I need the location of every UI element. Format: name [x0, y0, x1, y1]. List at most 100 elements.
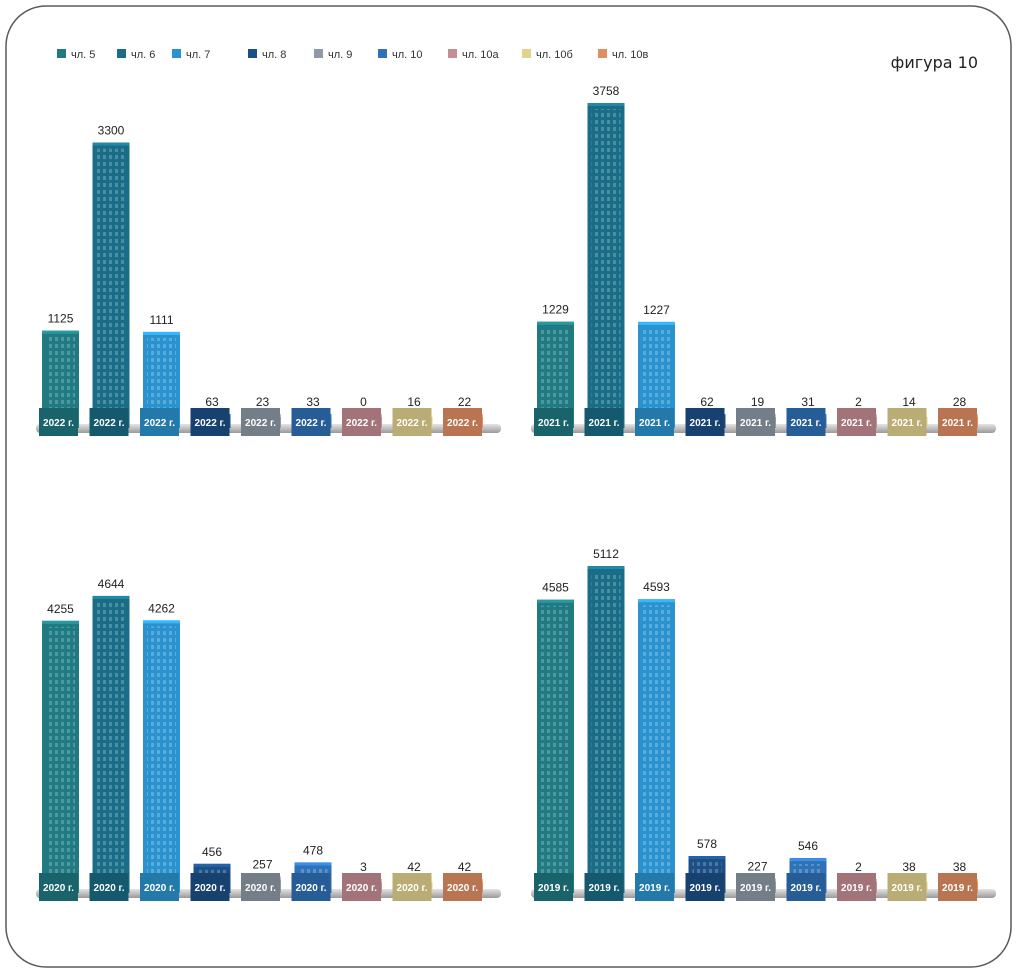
year-strip [534, 873, 573, 901]
year-strip [89, 873, 129, 901]
bar [587, 566, 625, 893]
chart-panel: 4255 2020 г. 4644 2020 г. 4262 2020 г. 456 2020… [36, 577, 501, 901]
bar [42, 620, 79, 893]
year-strip [685, 873, 725, 901]
year-label: 2019 г. [791, 883, 822, 894]
year-label: 2019 г. [740, 883, 771, 894]
bar-top [688, 856, 726, 860]
value-label: 33 [306, 395, 320, 409]
value-label: 546 [798, 839, 818, 853]
year-strip [584, 873, 624, 901]
bar-windows [591, 109, 621, 424]
value-label: 42 [458, 860, 472, 874]
year-label: 2021 г. [538, 418, 569, 429]
bar-top [789, 858, 827, 862]
value-label: 456 [202, 845, 222, 859]
year-label: 2022 г. [447, 418, 478, 429]
year-label: 2021 г. [740, 418, 771, 429]
year-label: 2020 г. [144, 883, 175, 894]
year-label: 2020 г. [94, 883, 125, 894]
year-label: 2019 г. [538, 883, 569, 894]
bar [638, 599, 675, 893]
bar-top [42, 620, 79, 624]
legend-item: чл. 9 [314, 49, 352, 61]
year-label: 2022 г. [346, 418, 377, 429]
legend-item: чл. 6 [117, 49, 155, 61]
year-strip [342, 873, 381, 901]
legend-label: чл. 10 [392, 49, 423, 61]
year-label: 2022 г. [43, 418, 74, 429]
year-label: 2019 г. [892, 883, 923, 894]
bar [587, 103, 625, 428]
year-strip [786, 408, 826, 436]
value-label: 3 [360, 860, 367, 874]
value-label: 227 [747, 859, 767, 873]
bar-top [638, 321, 675, 325]
value-label: 4644 [98, 577, 125, 591]
year-label: 2022 г. [296, 418, 327, 429]
bar-windows [591, 572, 621, 889]
year-strip [443, 408, 482, 436]
bar [92, 142, 130, 429]
bar-top [92, 595, 130, 599]
year-label: 2020 г. [397, 883, 428, 894]
legend-swatch [522, 49, 531, 58]
legend-item: чл. 5 [57, 49, 95, 61]
year-strip [786, 873, 826, 901]
bar-top [638, 599, 675, 603]
year-label: 2019 г. [639, 883, 670, 894]
year-strip [584, 408, 624, 436]
legend-swatch [448, 49, 457, 58]
chart-panels: 1125 2022 г. 3300 2022 г. 1111 2022 г. 63 2022 … [36, 84, 996, 901]
chart-panel: 1229 2021 г. 3758 2021 г. 1227 2021 г. 62 2021 … [531, 84, 996, 436]
legend-label: чл. 10в [612, 49, 648, 61]
legend-swatch [598, 49, 607, 58]
year-label: 2022 г. [144, 418, 175, 429]
legend-label: чл. 5 [71, 49, 95, 61]
bar-windows [541, 605, 570, 889]
legend-swatch [378, 49, 387, 58]
year-label: 2020 г. [245, 883, 276, 894]
value-label: 19 [751, 395, 765, 409]
legend-item: чл. 10б [522, 49, 573, 61]
legend-swatch [117, 49, 126, 58]
bar-top [92, 142, 130, 146]
year-label: 2021 г. [690, 418, 721, 429]
year-strip [685, 408, 725, 436]
legend-item: чл. 10а [448, 49, 499, 61]
value-label: 42 [407, 860, 421, 874]
bar-windows [96, 601, 126, 889]
year-strip [635, 873, 674, 901]
value-label: 3300 [98, 124, 125, 138]
value-label: 22 [458, 395, 472, 409]
year-label: 2019 г. [942, 883, 973, 894]
year-label: 2022 г. [245, 418, 276, 429]
legend-label: чл. 9 [328, 49, 352, 61]
value-label: 38 [902, 860, 916, 874]
bar-top [587, 566, 625, 569]
year-label: 2020 г. [447, 883, 478, 894]
value-label: 1111 [149, 313, 173, 327]
year-strip [392, 873, 432, 901]
legend-label: чл. 10б [536, 49, 573, 61]
year-strip [241, 873, 280, 901]
figure-title: фигура 10 [891, 53, 978, 72]
figure-border [5, 5, 1012, 968]
value-label: 4593 [643, 580, 670, 594]
year-strip [39, 408, 78, 436]
legend-swatch [172, 49, 181, 58]
year-label: 2020 г. [195, 883, 226, 894]
bar-windows [642, 327, 671, 424]
value-label: 4262 [148, 601, 175, 615]
year-strip [291, 408, 331, 436]
bar-windows [642, 605, 671, 889]
year-label: 2021 г. [892, 418, 923, 429]
legend-label: чл. 8 [262, 49, 286, 61]
bar-top [193, 863, 231, 867]
value-label: 28 [953, 395, 967, 409]
legend-item: чл. 7 [172, 49, 210, 61]
year-strip [534, 408, 573, 436]
year-strip [887, 408, 927, 436]
value-label: 5112 [593, 547, 619, 561]
